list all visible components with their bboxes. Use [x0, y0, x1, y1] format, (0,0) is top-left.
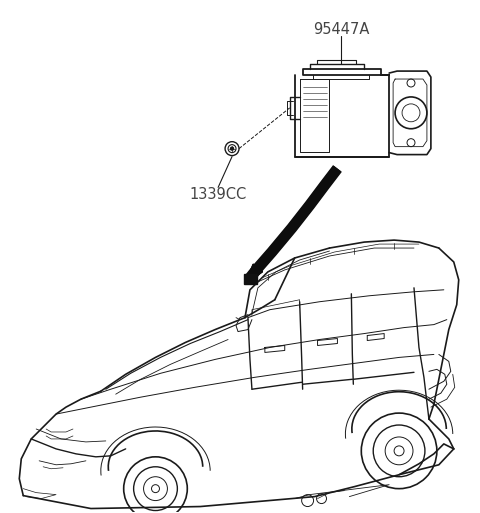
Circle shape: [230, 147, 234, 150]
Text: 95447A: 95447A: [313, 22, 370, 37]
Polygon shape: [245, 264, 263, 284]
Bar: [244, 274, 257, 284]
Polygon shape: [245, 264, 263, 284]
Text: 1339CC: 1339CC: [190, 187, 247, 202]
